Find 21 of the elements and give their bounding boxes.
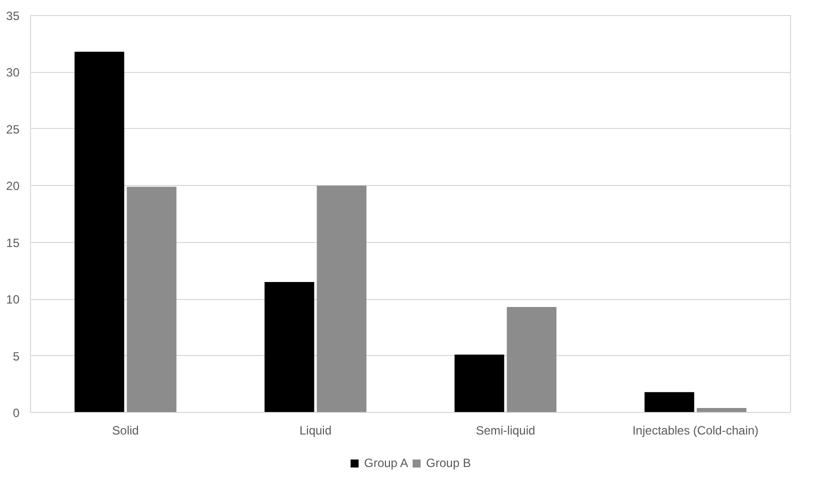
y-tick-label: 35 [6,9,20,23]
y-tick-label: 25 [6,122,20,136]
y-tick-label: 5 [12,349,20,364]
bar [74,52,124,412]
legend-label: Group B [426,456,471,470]
bar [126,186,176,412]
bar [506,307,556,412]
bar [644,392,694,412]
y-tick-label: 15 [6,236,20,250]
y-tick-label: 30 [6,66,20,80]
y-tick-label: 0 [12,406,20,420]
x-tick-label: Semi-liquid [476,424,536,438]
y-tick-label: 20 [6,179,20,194]
bar [264,282,314,412]
x-tick-label: Liquid [299,424,332,438]
y-tick-label: 10 [6,292,20,307]
legend-label: Group A [364,456,408,470]
x-tick-label: Solid [112,424,139,438]
bar [316,186,366,412]
bar [454,354,504,412]
x-tick-label: Injectables (Cold-chain) [632,424,759,438]
